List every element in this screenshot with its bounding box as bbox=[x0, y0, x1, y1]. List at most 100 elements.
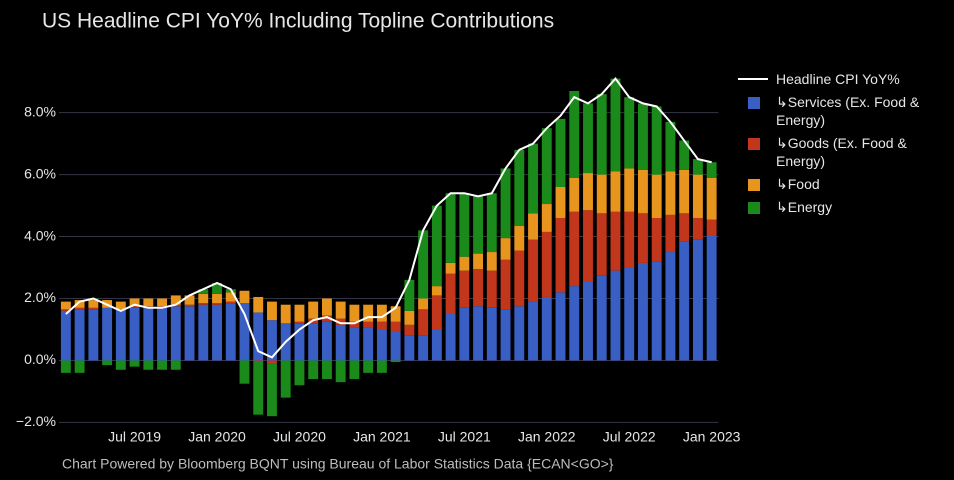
bar-segment bbox=[170, 306, 181, 361]
bar-segment bbox=[500, 168, 511, 239]
bar-segment bbox=[638, 169, 648, 214]
bar-segment bbox=[60, 309, 71, 311]
bar-segment bbox=[404, 324, 415, 336]
bar-segment bbox=[638, 262, 648, 361]
bar-segment bbox=[253, 312, 264, 361]
bar-segment bbox=[651, 106, 662, 175]
legend-item: ↳Food bbox=[738, 175, 948, 193]
bar-segment bbox=[569, 211, 580, 287]
bar-segment bbox=[459, 270, 470, 308]
bar-segment bbox=[335, 324, 346, 361]
bar-segment bbox=[349, 321, 360, 328]
x-tick-label: Jul 2021 bbox=[438, 429, 491, 445]
bar-segment bbox=[253, 360, 264, 363]
bar-segment bbox=[610, 171, 621, 212]
bar-segment bbox=[88, 307, 99, 310]
bar-segment bbox=[239, 303, 250, 361]
bar-segment bbox=[376, 321, 387, 330]
y-tick-label: 6.0% bbox=[24, 165, 56, 181]
bar-segment bbox=[143, 298, 154, 307]
bar-segment bbox=[541, 204, 552, 232]
bar-segment bbox=[596, 275, 607, 361]
bar-segment bbox=[170, 360, 181, 370]
legend-label: ↳Goods (Ex. Food & Energy) bbox=[776, 135, 907, 169]
bar-segment bbox=[143, 307, 154, 361]
bar-segment bbox=[115, 309, 126, 361]
bar-segment bbox=[665, 171, 676, 215]
y-tick-label: −2.0% bbox=[16, 413, 56, 429]
x-tick-label: Jan 2020 bbox=[188, 429, 246, 445]
bar-segment bbox=[198, 304, 209, 361]
bar-segment bbox=[459, 307, 470, 361]
bar-segment bbox=[212, 304, 222, 361]
bar-segment bbox=[528, 143, 538, 214]
bar-segment bbox=[157, 307, 167, 361]
bar-segment bbox=[610, 78, 621, 172]
bar-segment bbox=[624, 168, 635, 212]
x-tick-label: Jan 2021 bbox=[353, 429, 411, 445]
legend-label: ↳Food bbox=[776, 176, 820, 192]
bar-segment bbox=[294, 360, 305, 386]
bar-segment bbox=[431, 286, 442, 296]
bar-segment bbox=[376, 360, 387, 373]
bar-segment bbox=[514, 149, 525, 226]
bar-segment bbox=[610, 270, 621, 361]
bar-segment bbox=[418, 309, 429, 336]
bar-segment bbox=[129, 307, 140, 361]
line-series bbox=[65, 76, 712, 359]
bar-segment bbox=[60, 360, 71, 373]
bar-segment bbox=[445, 314, 456, 361]
bar-segment bbox=[74, 307, 85, 310]
legend-item: ↳Energy bbox=[738, 198, 948, 216]
x-tick-label: Jul 2019 bbox=[108, 429, 161, 445]
bar-segment bbox=[692, 159, 703, 175]
bar-segment bbox=[583, 210, 593, 282]
bar-segment bbox=[349, 360, 360, 380]
bar-segment bbox=[706, 219, 717, 236]
bar-segment bbox=[88, 300, 99, 308]
bar-segment bbox=[583, 173, 593, 211]
legend-label: ↳Energy bbox=[776, 199, 833, 215]
bar-segment bbox=[60, 310, 71, 361]
bar-segment bbox=[445, 273, 456, 314]
legend-swatch bbox=[738, 78, 768, 80]
bar-segment bbox=[184, 295, 195, 305]
bar-segment bbox=[321, 315, 332, 322]
bar-segment bbox=[514, 250, 525, 307]
bar-segment bbox=[679, 213, 690, 242]
bar-segment bbox=[473, 269, 484, 307]
bar-segment bbox=[665, 252, 676, 361]
bar-segment bbox=[280, 360, 291, 398]
bar-segment bbox=[486, 307, 497, 361]
bar-segment bbox=[308, 301, 319, 319]
bar-segment bbox=[679, 169, 690, 214]
bar-segment bbox=[267, 363, 277, 417]
bar-segment bbox=[404, 335, 415, 361]
bar-segment bbox=[624, 211, 635, 268]
bar-segment bbox=[473, 306, 484, 361]
bar-segment bbox=[528, 213, 538, 240]
legend-label: ↳Services (Ex. Food & Energy) bbox=[776, 94, 920, 128]
bar-segment bbox=[335, 301, 346, 319]
bar-segment bbox=[253, 296, 264, 313]
bar-segment bbox=[184, 306, 195, 361]
x-tick-label: Jan 2023 bbox=[683, 429, 741, 445]
bar-segment bbox=[596, 94, 607, 175]
legend-item: Headline CPI YoY% bbox=[738, 70, 948, 88]
legend-item: ↳Services (Ex. Food & Energy) bbox=[738, 93, 948, 129]
y-tick-label: 8.0% bbox=[24, 103, 56, 119]
bar-segment bbox=[651, 174, 662, 218]
source-note: Chart Powered by Bloomberg BQNT using Bu… bbox=[62, 456, 614, 472]
bar-segment bbox=[88, 309, 99, 361]
bar-segment bbox=[500, 309, 511, 361]
bar-segment bbox=[212, 293, 222, 304]
bar-segment bbox=[555, 292, 566, 361]
legend-swatch bbox=[748, 202, 760, 214]
bar-segment bbox=[363, 327, 374, 361]
bar-segment bbox=[349, 304, 360, 322]
bar-segment bbox=[129, 298, 140, 307]
bar-segment bbox=[308, 323, 319, 361]
bar-segment bbox=[569, 90, 580, 178]
bar-segment bbox=[239, 290, 250, 304]
